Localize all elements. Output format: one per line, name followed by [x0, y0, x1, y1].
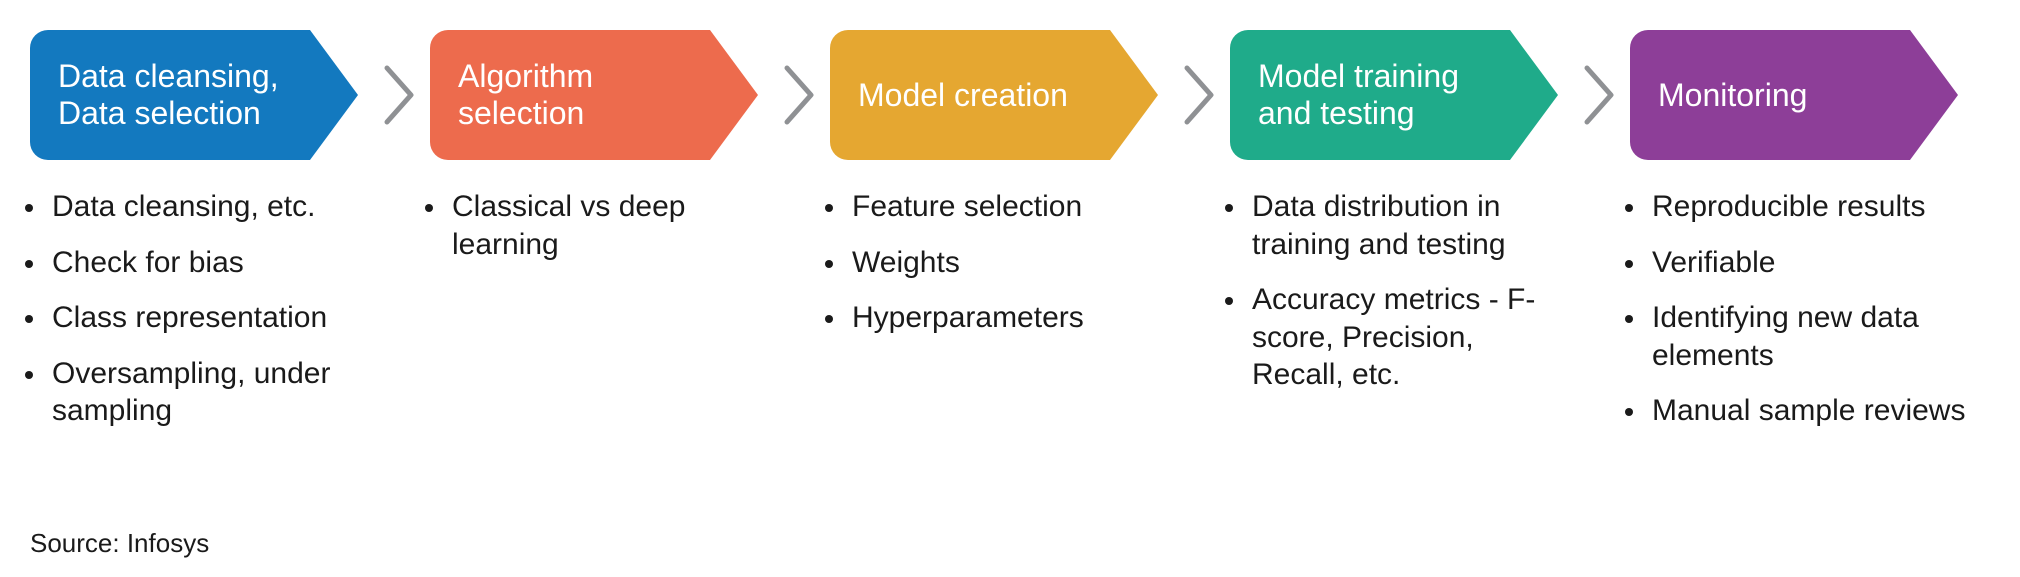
stage-column: Model creation Feature selection Weights Hy…	[830, 30, 1170, 355]
stage-title-line: selection	[458, 95, 700, 132]
stage-title: Model creation	[830, 30, 1110, 160]
stage-title: Model trainingand testing	[1230, 30, 1510, 160]
stage-bullet-list: Reproducible results Verifiable Identifyin…	[1630, 188, 1970, 448]
bullet-item: Accuracy metrics - F-score, Precision, R…	[1248, 281, 1570, 394]
stage-title-line: and testing	[1258, 95, 1500, 132]
chevron-right-icon	[1570, 30, 1630, 160]
chevron-right-icon	[1170, 30, 1230, 160]
bullet-item: Data distribution in training and testin…	[1248, 188, 1570, 263]
stage-title: Monitoring	[1630, 30, 1910, 160]
arrow-tip-icon	[310, 30, 358, 160]
stage-arrow: Data cleansing,Data selection	[30, 30, 370, 160]
bullet-item: Manual sample reviews	[1648, 392, 1970, 430]
stage-title-line: Monitoring	[1658, 77, 1900, 114]
bullet-item: Verifiable	[1648, 244, 1970, 282]
stage-title-line: Algorithm	[458, 58, 700, 95]
source-attribution: Source: Infosys	[30, 528, 209, 559]
stage-bullet-list: Data cleansing, etc. Check for bias Class …	[30, 188, 370, 448]
stage-title-line: Data selection	[58, 95, 300, 132]
bullet-item: Hyperparameters	[848, 299, 1170, 337]
stage-title: Data cleansing,Data selection	[30, 30, 310, 160]
bullet-item: Identifying new data elements	[1648, 299, 1970, 374]
arrow-tip-icon	[1510, 30, 1558, 160]
stage-title-line: Model creation	[858, 77, 1100, 114]
stage-title: Algorithmselection	[430, 30, 710, 160]
stage-bullet-list: Classical vs deep learning	[430, 188, 770, 281]
bullet-item: Weights	[848, 244, 1170, 282]
stage-bullet-list: Data distribution in training and testin…	[1230, 188, 1570, 412]
chevron-right-icon	[370, 30, 430, 160]
arrow-tip-icon	[1910, 30, 1958, 160]
bullet-item: Check for bias	[48, 244, 370, 282]
bullet-item: Data cleansing, etc.	[48, 188, 370, 226]
stage-bullet-list: Feature selection Weights Hyperparameters	[830, 188, 1170, 355]
bullet-item: Feature selection	[848, 188, 1170, 226]
chevron-right-icon	[770, 30, 830, 160]
stage-column: Algorithmselection Classical vs deep lear…	[430, 30, 770, 281]
arrow-tip-icon	[1110, 30, 1158, 160]
bullet-item: Classical vs deep learning	[448, 188, 770, 263]
stage-arrow: Monitoring	[1630, 30, 1970, 160]
stage-arrow: Model trainingand testing	[1230, 30, 1570, 160]
stage-title-line: Data cleansing,	[58, 58, 300, 95]
bullet-item: Oversampling, under sampling	[48, 355, 370, 430]
process-flow-row: Data cleansing,Data selectionData cleans…	[30, 30, 2000, 448]
stage-title-line: Model training	[1258, 58, 1500, 95]
stage-column: Model trainingand testing Data distributi…	[1230, 30, 1570, 412]
bullet-item: Reproducible results	[1648, 188, 1970, 226]
stage-column: Data cleansing,Data selectionData cleans…	[30, 30, 370, 448]
stage-column: Monitoring Reproducible results Verifiable…	[1630, 30, 1970, 448]
bullet-item: Class representation	[48, 299, 370, 337]
arrow-tip-icon	[710, 30, 758, 160]
stage-arrow: Model creation	[830, 30, 1170, 160]
stage-arrow: Algorithmselection	[430, 30, 770, 160]
